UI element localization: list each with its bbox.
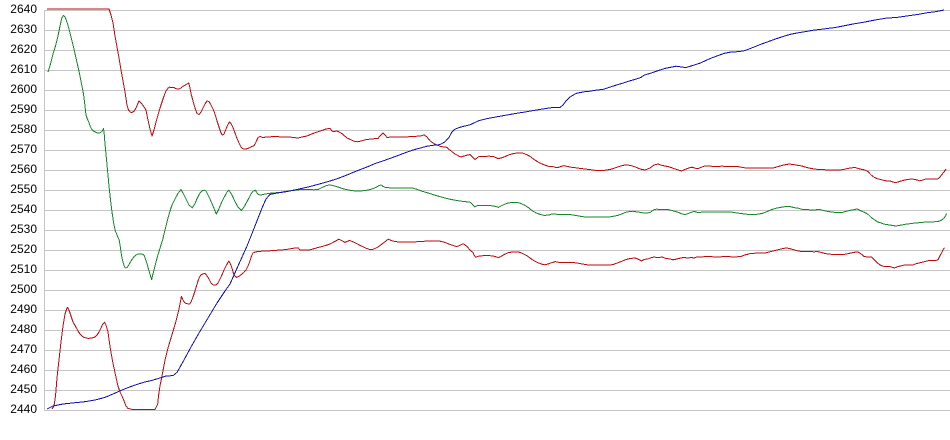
svg-text:2480: 2480 — [10, 322, 37, 336]
svg-text:2530: 2530 — [10, 222, 37, 236]
svg-text:2560: 2560 — [10, 162, 37, 176]
svg-text:2460: 2460 — [10, 362, 37, 376]
svg-text:2500: 2500 — [10, 282, 37, 296]
svg-text:2520: 2520 — [10, 242, 37, 256]
svg-text:2470: 2470 — [10, 342, 37, 356]
svg-text:2590: 2590 — [10, 102, 37, 116]
svg-text:2450: 2450 — [10, 382, 37, 396]
svg-text:2440: 2440 — [10, 402, 37, 416]
svg-text:2580: 2580 — [10, 122, 37, 136]
svg-text:2490: 2490 — [10, 302, 37, 316]
svg-text:2610: 2610 — [10, 62, 37, 76]
svg-text:2600: 2600 — [10, 82, 37, 96]
svg-text:2620: 2620 — [10, 42, 37, 56]
svg-text:2630: 2630 — [10, 22, 37, 36]
svg-text:2570: 2570 — [10, 142, 37, 156]
svg-text:2640: 2640 — [10, 2, 37, 16]
svg-text:2540: 2540 — [10, 202, 37, 216]
svg-text:2550: 2550 — [10, 182, 37, 196]
svg-text:2510: 2510 — [10, 262, 37, 276]
